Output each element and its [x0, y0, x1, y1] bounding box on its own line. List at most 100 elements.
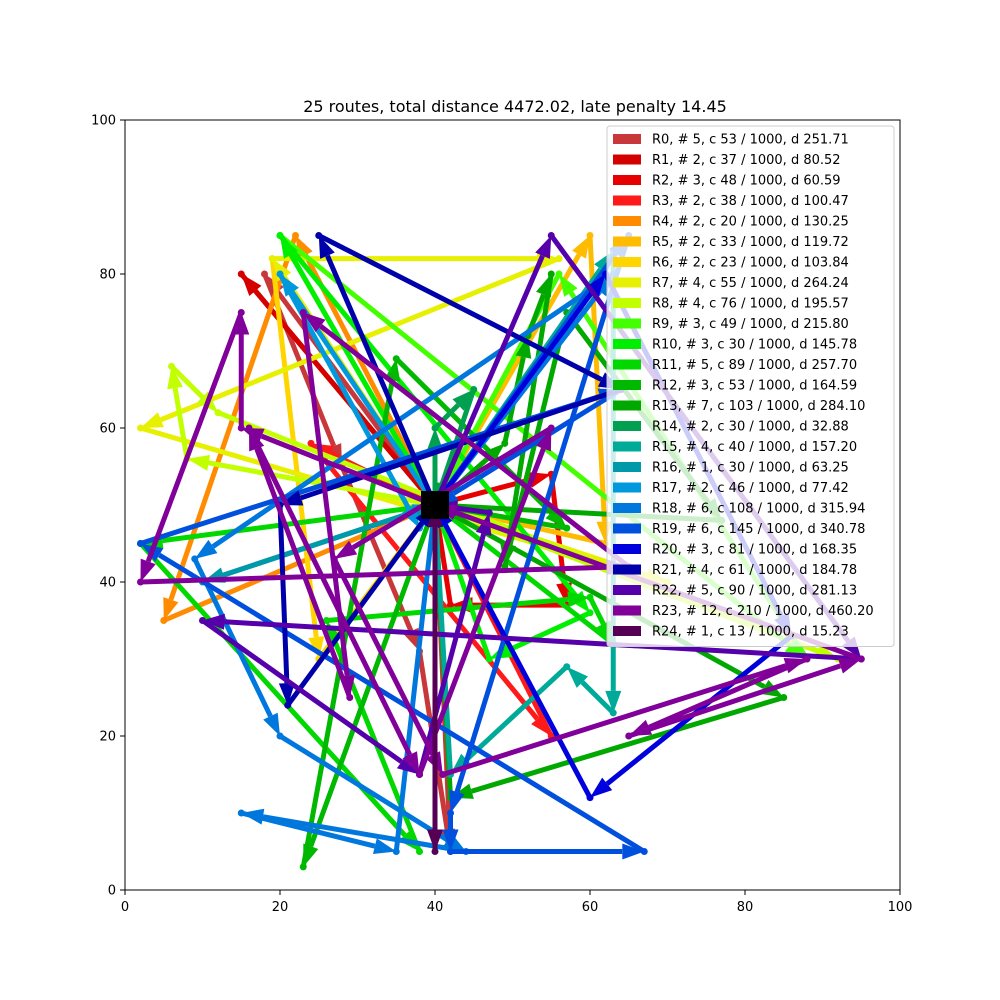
route-23-arrowhead	[536, 428, 552, 452]
legend-entry: R23, # 12, c 210 / 1000, d 460.20	[652, 604, 874, 619]
legend-swatch	[613, 441, 641, 452]
legend-swatch	[613, 298, 641, 308]
route-23-segment	[627, 663, 842, 739]
chart-title: 25 routes, total distance 4472.02, late …	[303, 97, 727, 116]
route-24-customer-point	[431, 848, 439, 855]
route-15-segment	[464, 664, 569, 762]
route-23-customer-point	[237, 309, 245, 316]
route-12-customer-point	[299, 863, 307, 871]
y-tick-label: 40	[99, 576, 116, 591]
route-23-segment	[351, 425, 553, 550]
route-22-customer-point	[485, 509, 493, 517]
route-11-customer-point	[416, 848, 423, 855]
route-22-arrowhead	[535, 235, 552, 259]
route-8-arrowhead	[167, 366, 183, 390]
x-tick-label: 60	[582, 900, 599, 915]
route-15-arrowhead	[605, 690, 622, 713]
route-21-segment	[317, 233, 603, 382]
route-23-customer-point	[416, 771, 423, 778]
x-tick-label: 80	[737, 900, 754, 915]
route-19-arrowhead	[442, 829, 459, 852]
route-18-segment	[240, 810, 376, 849]
route-23-customer-point	[803, 655, 811, 663]
route-13-customer-point	[780, 694, 788, 701]
route-23-segment	[332, 557, 436, 756]
legend-swatch	[613, 257, 641, 267]
legend-entry: R18, # 6, c 108 / 1000, d 315.94	[652, 502, 865, 517]
route-21-arrowhead	[278, 682, 295, 706]
route-23-arrowhead	[140, 558, 156, 582]
legend-swatch	[613, 626, 641, 636]
legend-swatch	[613, 277, 641, 288]
route-15-customer-point	[609, 709, 617, 717]
route-23-customer-point	[439, 771, 447, 778]
route-20-customer-point	[586, 794, 594, 802]
legend-swatch	[613, 318, 641, 329]
route-23-customer-point	[299, 309, 307, 316]
legend-entry: R0, # 5, c 53 / 1000, d 251.71	[652, 133, 849, 148]
route-18-customer-point	[392, 848, 400, 855]
route-12-customer-point	[563, 524, 571, 532]
route-7-segment	[159, 256, 560, 423]
route-23-customer-point	[346, 694, 354, 701]
legend-entry: R4, # 2, c 20 / 1000, d 130.25	[652, 215, 849, 230]
legend-swatch	[613, 380, 641, 390]
route-10-segment	[508, 610, 592, 653]
route-23-segment	[417, 447, 546, 776]
route-20-arrowhead	[586, 274, 606, 297]
legend-entry: R12, # 3, c 53 / 1000, d 164.59	[652, 379, 857, 394]
route-23-customer-point	[547, 424, 555, 432]
legend-entry: R5, # 2, c 33 / 1000, d 119.72	[652, 235, 849, 250]
route-18-customer-point	[191, 555, 199, 563]
route-18-segment	[262, 814, 467, 854]
route-18-segment	[393, 526, 436, 852]
legend-entry: R6, # 2, c 23 / 1000, d 103.84	[652, 256, 849, 271]
route-23-segment	[254, 447, 353, 699]
route-19-segment	[452, 387, 623, 496]
route-23-arrowhead	[402, 751, 420, 775]
legend-entry: R14, # 2, c 30 / 1000, d 32.88	[652, 420, 849, 435]
route-23-segment	[246, 426, 413, 756]
route-11-segment	[450, 516, 615, 646]
route-2-customer-point	[447, 601, 454, 609]
route-0-customer-point	[261, 270, 268, 278]
route-11-segment	[161, 502, 436, 544]
route-19-customer-point	[447, 809, 454, 817]
depot-layer	[421, 491, 449, 519]
route-21-segment	[285, 521, 424, 707]
legend-swatch	[613, 523, 641, 534]
route-4-segment	[162, 511, 416, 623]
route-21-customer-point	[284, 701, 292, 709]
x-tick-label: 40	[427, 900, 444, 915]
route-19-customer-point	[137, 540, 144, 547]
legend-swatch	[613, 421, 641, 431]
route-7-customer-point	[268, 255, 276, 263]
legend-entry: R24, # 1, c 13 / 1000, d 15.23	[652, 625, 849, 640]
route-22-segment	[432, 254, 545, 506]
route-24	[427, 505, 443, 855]
legend-swatch	[613, 154, 641, 165]
route-9-arrowhead	[559, 274, 578, 297]
route-23-segment	[140, 564, 607, 585]
legend-swatch	[613, 400, 641, 411]
route-15-arrowhead	[566, 666, 588, 688]
y-tick-label: 0	[108, 884, 116, 899]
legend-swatch	[613, 503, 641, 513]
route-10-customer-point	[586, 609, 594, 617]
route-14-segment	[439, 388, 477, 485]
legend-entry: R13, # 7, c 103 / 1000, d 284.10	[652, 399, 865, 414]
route-19-segment	[157, 552, 646, 854]
route-8-arrowhead	[187, 455, 211, 471]
legend-swatch	[613, 339, 641, 349]
route-7-customer-point	[555, 255, 563, 263]
route-15-customer-point	[563, 663, 571, 671]
route-19-segment	[454, 234, 632, 793]
route-22-segment	[224, 619, 862, 662]
legend-entry: R16, # 1, c 30 / 1000, d 63.25	[652, 461, 849, 476]
legend-entry: R10, # 3, c 30 / 1000, d 145.78	[652, 338, 857, 353]
route-22-arrowhead	[841, 636, 862, 659]
route-18-customer-point	[276, 732, 284, 740]
route-22-customer-point	[547, 232, 555, 239]
route-23-customer-point	[330, 555, 338, 563]
legend-box	[606, 125, 895, 647]
